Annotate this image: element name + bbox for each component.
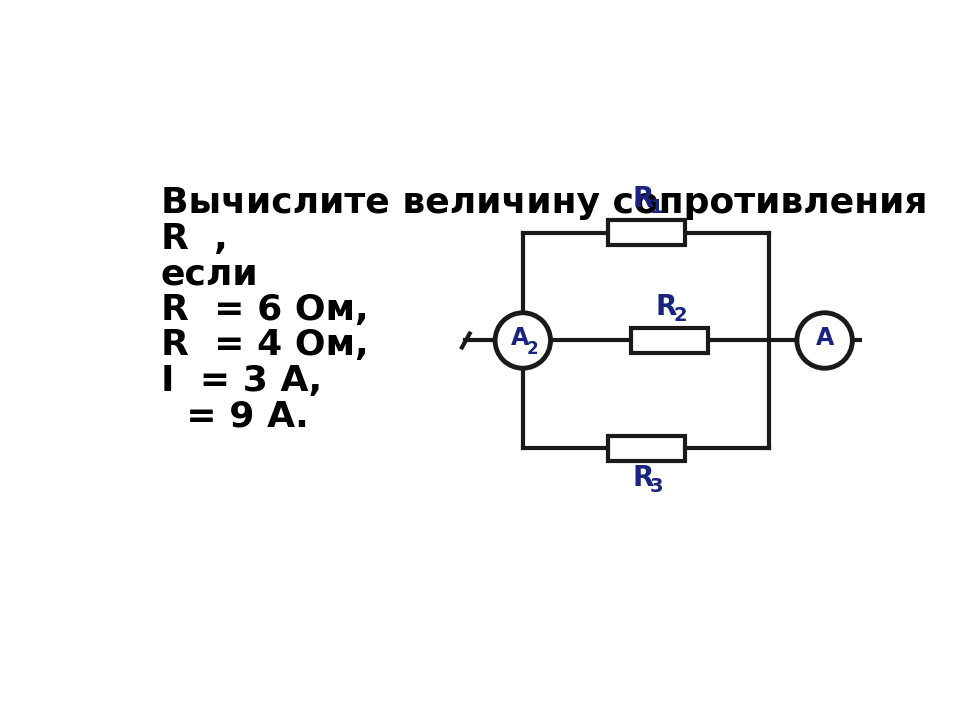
Text: 1: 1 <box>650 198 663 217</box>
Text: 2: 2 <box>673 305 686 325</box>
Bar <box>631 328 708 353</box>
Text: Ι  = 3 А,: Ι = 3 А, <box>161 364 322 397</box>
Text: R: R <box>633 185 654 213</box>
Bar <box>608 220 684 245</box>
Text: Вычислите величину сопротивления: Вычислите величину сопротивления <box>161 186 927 220</box>
Circle shape <box>495 312 550 368</box>
Circle shape <box>797 312 852 368</box>
Text: A: A <box>815 326 834 350</box>
Text: A: A <box>511 326 529 350</box>
Text: R: R <box>633 464 654 492</box>
Text: R  ,: R , <box>161 222 228 256</box>
Text: R  = 6 Ом,: R = 6 Ом, <box>161 293 369 327</box>
Text: если: если <box>161 257 258 292</box>
Text: R: R <box>656 292 677 320</box>
Bar <box>608 436 684 461</box>
Text: R  = 4 Ом,: R = 4 Ом, <box>161 328 369 362</box>
Text: 3: 3 <box>650 477 663 495</box>
Text: 2: 2 <box>527 340 539 358</box>
Text: = 9 А.: = 9 А. <box>161 399 309 433</box>
